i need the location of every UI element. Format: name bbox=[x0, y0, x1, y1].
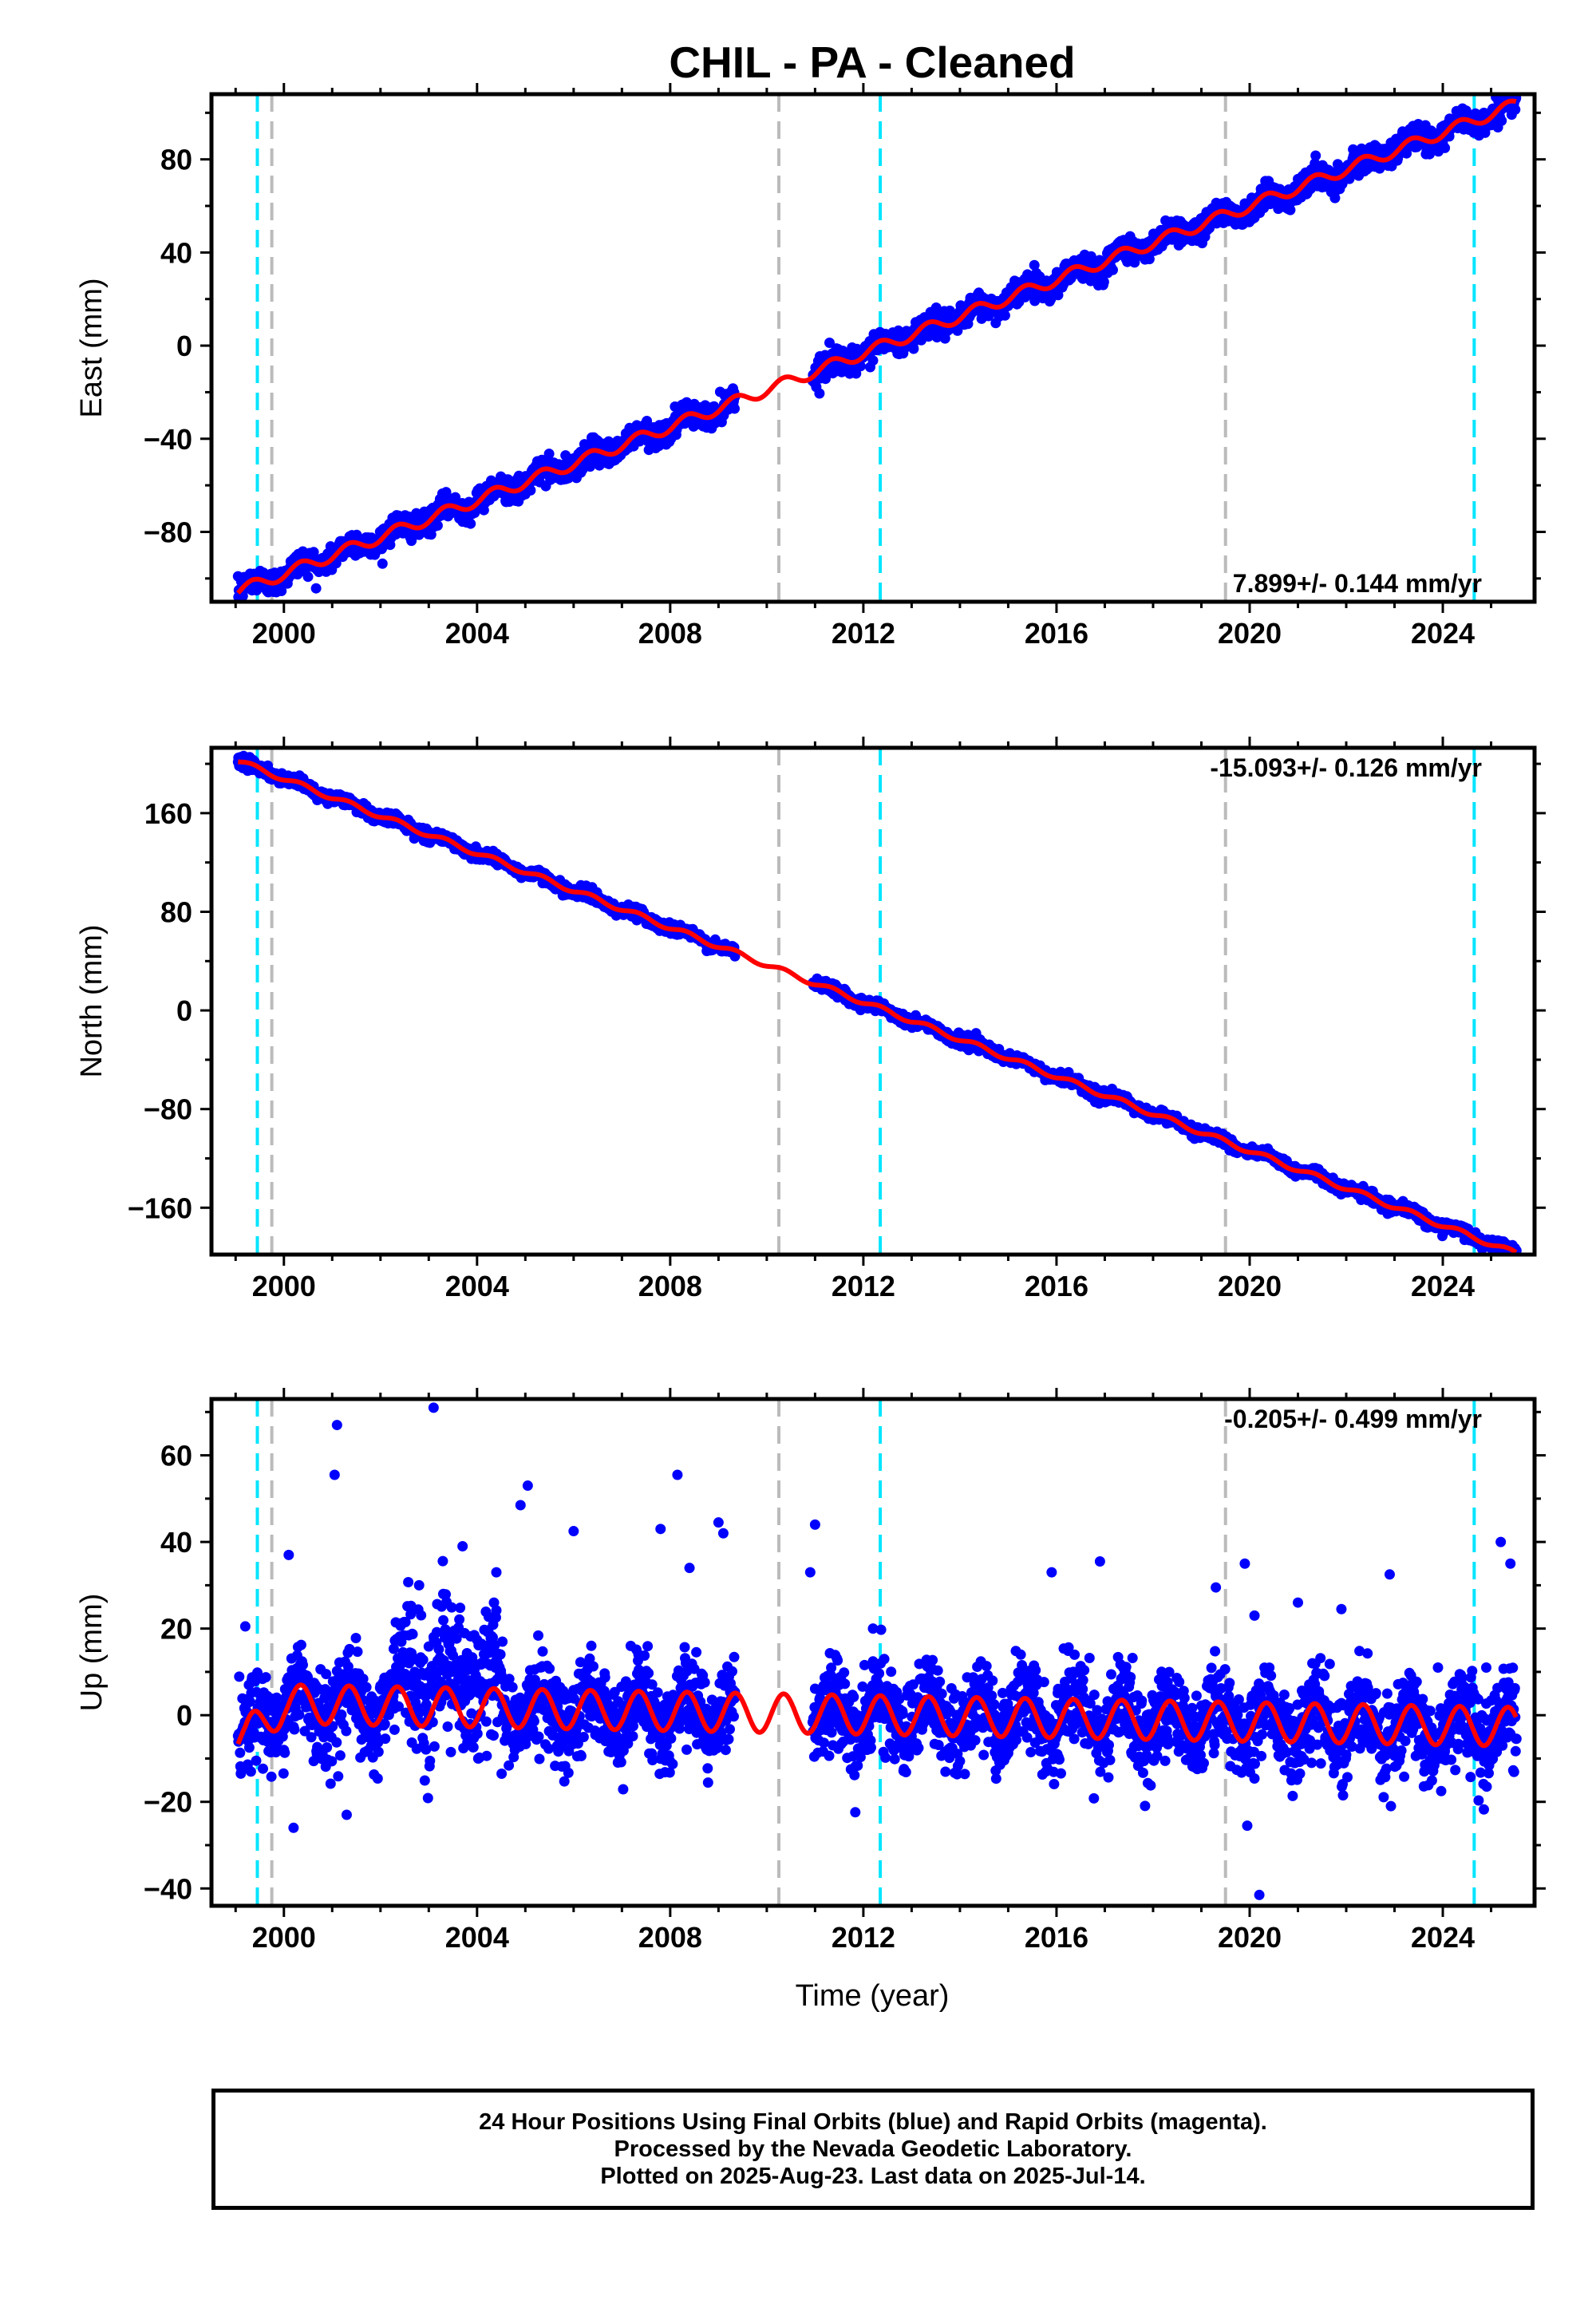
east-rate-label: 7.899+/- 0.144 mm/yr bbox=[1233, 569, 1482, 598]
east-data-point bbox=[867, 355, 879, 366]
north-panel: 2000 2004 2008 2012 2016 2020 2024−160−8008016… bbox=[75, 737, 1546, 1302]
east-data-point bbox=[820, 373, 831, 385]
east-data-point bbox=[525, 484, 536, 496]
east-data-point bbox=[276, 586, 287, 596]
east-data-point bbox=[432, 520, 443, 531]
east-data-point bbox=[855, 361, 866, 372]
east-model-line bbox=[236, 98, 1517, 595]
east-x-tick-label: 2020 bbox=[1218, 617, 1282, 650]
east-data-point bbox=[1029, 259, 1040, 271]
east-data-point bbox=[543, 449, 555, 460]
north-plot-area bbox=[232, 748, 1522, 1255]
east-data-point bbox=[729, 403, 740, 414]
east-data-point bbox=[310, 583, 322, 594]
east-data-point bbox=[1310, 150, 1321, 161]
east-x-tick-label: 2000 bbox=[252, 617, 316, 650]
east-data-point bbox=[465, 518, 476, 529]
east-data-point bbox=[1053, 290, 1064, 301]
east-data-point bbox=[999, 310, 1010, 321]
east-data-point bbox=[377, 558, 388, 569]
east-data-point bbox=[1496, 115, 1507, 126]
east-x-tick-label: 2012 bbox=[832, 617, 895, 650]
east-data-point bbox=[930, 302, 942, 313]
east-frame bbox=[209, 92, 1537, 604]
east-y-tick-label: 80 bbox=[160, 144, 192, 176]
east-x-tick-label: 2016 bbox=[1025, 617, 1088, 650]
east-data-point bbox=[824, 338, 835, 348]
east-data-point bbox=[1108, 264, 1118, 275]
east-y-tick-label: 40 bbox=[160, 236, 192, 269]
figure-title: CHIL - PA - Cleaned bbox=[669, 38, 1075, 87]
east-data-point bbox=[308, 547, 319, 558]
east-panel: 2000 2004 2008 2012 2016 2020 2024 −80 −40 0 40 80 E… bbox=[75, 81, 1546, 650]
east-y-tick-label: −40 bbox=[144, 423, 192, 456]
east-plot-area bbox=[232, 81, 1522, 602]
east-data-point bbox=[1285, 204, 1296, 215]
east-x-tick-label: 2008 bbox=[638, 617, 702, 650]
east-data-point bbox=[908, 343, 919, 354]
east-y-tick-label: −80 bbox=[144, 516, 192, 548]
east-x-tick-label: 2024 bbox=[1411, 617, 1475, 650]
east-data-point bbox=[1098, 276, 1109, 287]
east-data-point bbox=[1510, 104, 1521, 115]
east-data-point bbox=[302, 571, 314, 583]
east-y-tick-label: 0 bbox=[176, 330, 192, 362]
east-data-point bbox=[425, 529, 437, 540]
east-x-tick-label: 2004 bbox=[445, 617, 509, 650]
east-y-axis-label: East (mm) bbox=[75, 278, 109, 417]
east-data-point bbox=[814, 388, 825, 399]
east-data-point bbox=[1511, 81, 1522, 91]
east-data-point bbox=[1440, 142, 1451, 153]
